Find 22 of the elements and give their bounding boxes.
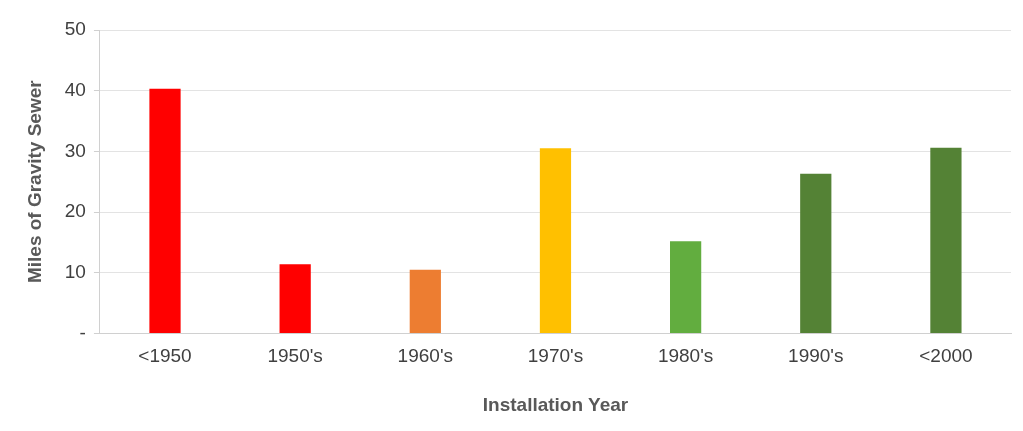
bar [279,264,311,333]
bar [539,148,572,333]
y-tick-label: 20 [64,200,86,222]
x-axis-title: Installation Year [482,393,629,415]
x-tick-label: 1970's [527,345,584,367]
y-tick-label: 40 [64,78,86,100]
x-tick-label: 1990's [788,345,844,367]
x-tick-label: 1950's [267,345,323,367]
y-tick-label: 50 [64,18,86,40]
y-tick-label: 30 [64,139,86,161]
bar [800,173,832,333]
bar [670,241,702,333]
y-axis-title: Miles of Gravity Sewer [23,79,45,284]
bar [409,269,441,333]
y-tick-label: 10 [64,260,86,282]
bar [930,147,962,333]
x-tick-label: <1950 [138,345,192,367]
x-tick-label: 1980's [657,345,714,367]
x-tick-label: 1960's [397,345,454,367]
bar [149,88,181,333]
x-tick-label: <2000 [919,345,973,367]
y-tick-label: - [79,321,86,343]
